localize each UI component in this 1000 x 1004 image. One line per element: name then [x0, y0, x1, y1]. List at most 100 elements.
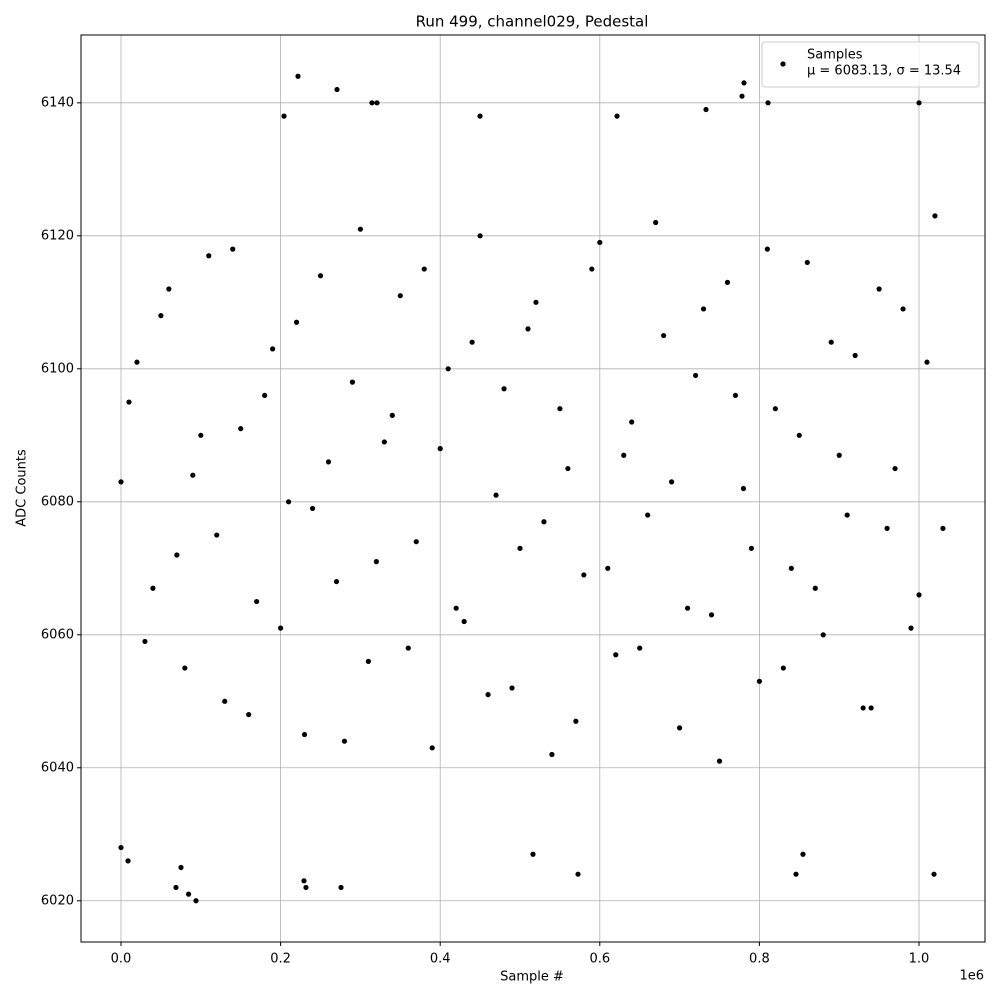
y-tick-label: 6060	[41, 627, 74, 642]
x-tick-label: 0.2	[270, 952, 291, 967]
point	[317, 273, 324, 279]
point	[389, 412, 395, 418]
point	[270, 346, 276, 352]
point	[309, 505, 316, 512]
point	[150, 585, 156, 591]
point	[374, 100, 380, 106]
point	[931, 871, 937, 877]
point	[836, 452, 842, 458]
y-tick-label: 6100	[41, 361, 74, 376]
point	[142, 638, 148, 645]
point	[349, 379, 356, 385]
point	[868, 705, 874, 711]
y-tick-label: 6120	[41, 228, 74, 243]
legend-box	[761, 41, 980, 88]
point	[301, 731, 308, 738]
y-tick-label: 6020	[41, 893, 74, 908]
point	[301, 878, 307, 884]
point	[748, 545, 755, 551]
point	[193, 898, 199, 904]
x-tick-label: 0.0	[111, 952, 132, 967]
y-axis-label: ADC Counts	[15, 449, 30, 527]
point	[166, 286, 172, 292]
point	[429, 745, 435, 751]
point	[653, 219, 659, 226]
point	[185, 891, 192, 897]
point	[613, 652, 619, 658]
point	[780, 665, 786, 671]
point	[645, 512, 651, 518]
point	[637, 645, 643, 651]
point	[549, 751, 555, 758]
point	[820, 632, 826, 638]
point	[485, 692, 491, 698]
point	[461, 618, 467, 625]
point	[756, 678, 762, 684]
point	[924, 359, 930, 365]
point	[812, 585, 818, 591]
x-offset-label: 1e6	[959, 969, 984, 984]
point	[338, 884, 344, 891]
point	[118, 479, 124, 485]
point	[325, 459, 332, 465]
point	[796, 432, 802, 438]
y-tick-label: 6040	[41, 760, 74, 775]
point	[182, 665, 188, 671]
point	[281, 113, 287, 119]
point	[373, 559, 379, 565]
point	[190, 472, 196, 478]
point	[230, 246, 236, 252]
point	[916, 100, 922, 106]
x-tick-label: 0.6	[589, 952, 610, 967]
point	[477, 113, 483, 119]
point	[605, 565, 611, 571]
point	[246, 711, 252, 718]
point	[334, 86, 340, 93]
chart-title: Run 499, channel029, Pedestal	[416, 13, 649, 31]
point	[369, 100, 375, 106]
x-tick-label: 0.4	[430, 952, 451, 967]
point	[477, 233, 483, 239]
point	[303, 884, 309, 891]
point	[669, 479, 675, 485]
legend-note: μ = 6083.13, σ = 13.54	[807, 64, 961, 79]
point	[621, 452, 627, 458]
point	[118, 844, 124, 851]
point	[381, 439, 387, 445]
point	[900, 306, 906, 312]
point	[788, 565, 794, 571]
point	[676, 725, 683, 731]
point	[692, 372, 699, 379]
legend-label: Samples	[807, 48, 863, 63]
point	[916, 592, 922, 598]
point	[533, 299, 539, 305]
point	[285, 499, 292, 505]
point	[852, 352, 858, 359]
point	[238, 426, 244, 432]
point	[597, 239, 603, 246]
point	[589, 266, 595, 272]
point	[493, 492, 499, 498]
point	[614, 113, 620, 119]
point	[793, 871, 799, 877]
point	[262, 392, 268, 399]
point	[178, 864, 184, 871]
point	[158, 313, 164, 319]
point	[357, 226, 363, 232]
point	[629, 419, 635, 425]
point	[700, 306, 707, 312]
x-tick-label: 0.8	[749, 952, 770, 967]
point	[765, 100, 771, 106]
point	[397, 293, 403, 299]
point	[421, 266, 427, 272]
point	[293, 319, 300, 325]
point	[198, 432, 204, 438]
point	[134, 359, 140, 365]
point	[876, 286, 882, 292]
point	[173, 884, 179, 891]
point	[413, 539, 419, 545]
point	[565, 465, 571, 472]
point	[724, 279, 731, 285]
point	[437, 446, 443, 452]
